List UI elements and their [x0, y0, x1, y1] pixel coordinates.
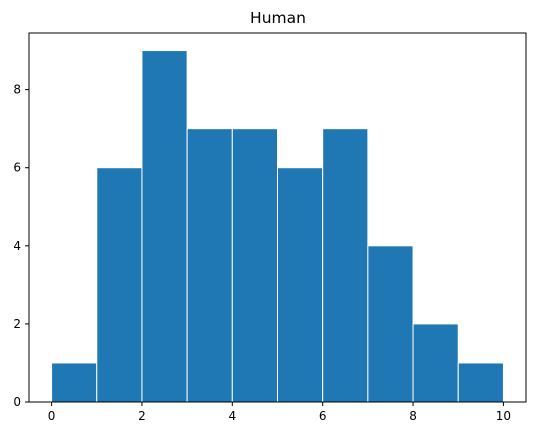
x-tick-label: 6 [319, 409, 327, 423]
x-tick-label: 8 [409, 409, 417, 423]
chart-title: Human [250, 9, 306, 27]
histogram-bar-4 [231, 128, 278, 403]
y-tick-label: 8 [13, 83, 21, 97]
histogram-bar-3 [186, 128, 233, 403]
histogram-bar-6 [322, 128, 369, 403]
histogram-bar-1 [96, 167, 143, 403]
x-axis: 0 2 4 6 8 10 [48, 402, 511, 423]
x-tick-label: 10 [496, 409, 511, 423]
y-tick-label: 0 [13, 395, 21, 409]
histogram-bar-5 [277, 167, 324, 403]
histogram-bar-7 [367, 245, 414, 403]
histogram-bar-2 [141, 50, 188, 403]
bars-group [51, 50, 504, 403]
histogram-bar-8 [412, 323, 459, 403]
x-tick-label: 4 [228, 409, 236, 423]
y-tick-label: 6 [13, 161, 21, 175]
y-tick-label: 2 [13, 317, 21, 331]
histogram-bar-0 [51, 362, 98, 403]
y-axis: 0 2 4 6 8 [13, 83, 29, 409]
x-tick-label: 0 [48, 409, 56, 423]
axes-frame [28, 32, 527, 403]
histogram-bar-9 [457, 362, 504, 403]
y-tick-label: 4 [13, 239, 21, 253]
x-tick-label: 2 [138, 409, 146, 423]
